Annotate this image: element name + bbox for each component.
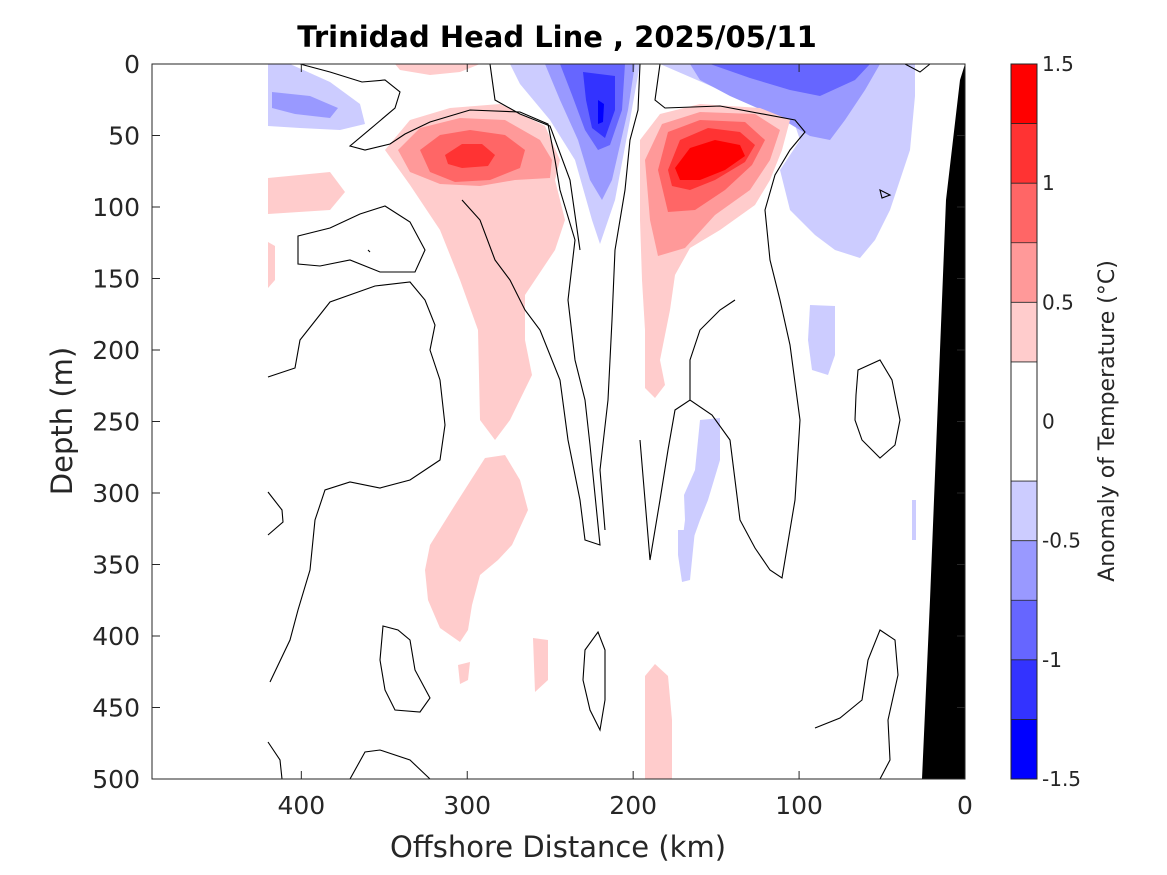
colorbar-band (1011, 183, 1037, 243)
zero-contours (267, 63, 931, 780)
y-tick-label: 300 (92, 479, 140, 508)
colorbar-band (1011, 659, 1037, 720)
y-tick-label: 400 (92, 622, 140, 651)
cold-region-surface-west-2 (272, 92, 338, 118)
y-tick-label: 100 (92, 193, 140, 222)
contour-line (814, 629, 899, 780)
contour-fills (268, 64, 916, 779)
y-tick-label: 150 (92, 265, 140, 294)
colorbar-ticks: 1.5 1 0.5 0 -0.5 -1 -1.5 (1011, 52, 1081, 791)
colorbar-tick-label: 0 (1042, 410, 1055, 434)
colorbar-band (1011, 481, 1037, 541)
x-tick-label: 100 (775, 791, 823, 820)
warm-region-deep-offshore (425, 455, 528, 642)
cold-region-surface-east (660, 64, 915, 258)
y-tick-label: 500 (92, 765, 140, 794)
colorbar-band (1011, 600, 1037, 660)
cold-region-deep-2 (678, 530, 695, 582)
bathymetry (922, 64, 965, 779)
y-axis: 0 50 100 150 200 250 300 350 400 450 500 (92, 50, 965, 794)
colorbar-tick-label: 1 (1042, 171, 1055, 195)
warm-region-offshore (385, 104, 565, 440)
contour-line (639, 63, 806, 579)
x-tick-label: 300 (443, 791, 491, 820)
contour-line (267, 491, 284, 536)
warm-region-west-edge (268, 172, 345, 214)
contour-line (267, 741, 283, 780)
y-tick-label: 200 (92, 336, 140, 365)
contour-line (689, 299, 736, 400)
x-tick-label: 200 (609, 791, 657, 820)
cold-region-deep (680, 418, 720, 560)
contour-line (379, 625, 431, 713)
y-axis-label: Depth (m) (45, 347, 79, 495)
contour-line (297, 205, 426, 273)
contour-line (299, 63, 601, 546)
cold-region-surface-east-3 (710, 64, 870, 96)
contour-line (582, 630, 606, 732)
y-tick-label: 0 (124, 50, 140, 79)
colorbar-band (1011, 719, 1037, 779)
cold-region-deep-3 (912, 500, 916, 540)
contour-line (599, 63, 641, 531)
warm-region-deep-3 (645, 664, 672, 779)
contour-line (854, 359, 901, 459)
colorbar-band (1011, 302, 1037, 362)
cold-region-surface-west (268, 64, 365, 130)
y-tick-label: 350 (92, 551, 140, 580)
y-tick-label: 250 (92, 408, 140, 437)
warm-region-deep-2 (533, 638, 548, 692)
y-tick-label: 450 (92, 694, 140, 723)
contour-line (489, 63, 581, 251)
warm-region-surface-north (395, 64, 480, 75)
y-tick-label: 50 (108, 122, 140, 151)
x-tick-label: 400 (277, 791, 325, 820)
chart-title: Trinidad Head Line , 2025/05/11 (297, 20, 817, 54)
colorbar-tick-label: -1.5 (1042, 767, 1081, 791)
contour-line (879, 188, 892, 199)
contour-line (904, 63, 931, 73)
colorbar-tick-label: -1 (1042, 648, 1062, 672)
x-axis-label: Offshore Distance (km) (390, 830, 726, 864)
colorbar-band (1011, 242, 1037, 303)
warm-region-midshelf-5 (675, 140, 745, 180)
x-tick-label: 0 (957, 791, 973, 820)
colorbar-label: Anomaly of Temperature (°C) (1095, 260, 1120, 582)
colorbar-tick-label: 1.5 (1042, 52, 1074, 76)
contour-line (267, 281, 446, 683)
x-axis: 400 300 200 100 0 (277, 64, 973, 820)
colorbar-band (1011, 64, 1037, 124)
contour-line (349, 749, 431, 780)
colorbar-band (1011, 361, 1037, 482)
cold-region-surface-core-5 (598, 100, 604, 124)
colorbar-band (1011, 123, 1037, 184)
colorbar-bands (1011, 64, 1037, 779)
contour-line (367, 249, 371, 253)
colorbar-tick-label: 0.5 (1042, 290, 1074, 314)
warm-region-west-edge-2 (268, 242, 275, 288)
colorbar-band (1011, 540, 1037, 601)
plot-area (151, 63, 966, 780)
colorbar-tick-label: -0.5 (1042, 529, 1081, 553)
cold-region-mid-east (808, 305, 835, 375)
colorbar: 1.5 1 0.5 0 -0.5 -1 -1.5 Anomaly of Temperatur… (1010, 52, 1120, 791)
warm-region-deep-1 (458, 662, 470, 684)
warm-region-offshore-4 (445, 144, 495, 168)
